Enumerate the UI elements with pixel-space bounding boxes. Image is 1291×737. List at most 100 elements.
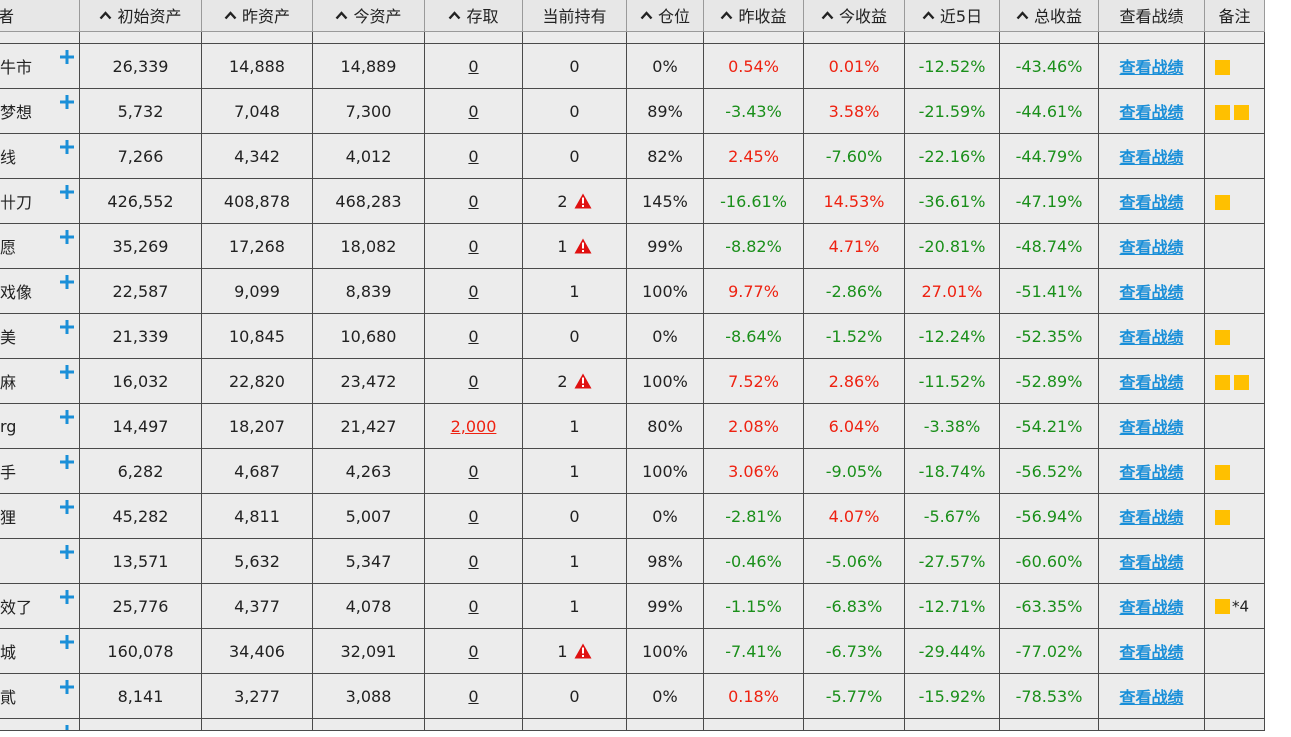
add-plus-icon[interactable] xyxy=(60,590,74,604)
total-ret-cell: -60.60% xyxy=(999,538,1099,584)
deposit-link[interactable]: 0 xyxy=(468,281,479,301)
deposit-link[interactable]: 0 xyxy=(468,146,479,166)
column-header-prev_ret[interactable]: 昨收益 xyxy=(703,0,804,32)
add-plus-icon[interactable] xyxy=(60,365,74,379)
add-plus-icon[interactable] xyxy=(60,635,74,649)
add-plus-icon[interactable] xyxy=(60,320,74,334)
deposit-link[interactable]: 0 xyxy=(468,191,479,211)
prev-ret-cell: -16.61% xyxy=(703,178,804,224)
view-record-link[interactable]: 查看战绩 xyxy=(1119,508,1184,527)
prev-ret-cell: -2.81% xyxy=(703,493,804,539)
view-record-link[interactable]: 查看战绩 xyxy=(1119,643,1184,662)
table-row: 手 6,282 4,687 4,263 0 1 100% 3.06% -9.05% -18.74%… xyxy=(0,448,1265,494)
deposit-link[interactable]: 0 xyxy=(468,686,479,706)
note-cell xyxy=(1204,313,1265,359)
deposit-link[interactable]: 0 xyxy=(468,371,479,391)
view-record-link[interactable]: 查看战绩 xyxy=(1119,238,1184,257)
column-header-total_ret[interactable]: 总收益 xyxy=(999,0,1099,32)
add-plus-icon[interactable] xyxy=(60,410,74,424)
column-header-ret5[interactable]: 近5日 xyxy=(904,0,1000,32)
view-record-link[interactable]: 查看战绩 xyxy=(1119,103,1184,122)
player-name: 戏像 xyxy=(0,283,33,302)
add-plus-icon[interactable] xyxy=(60,50,74,64)
column-header-prev[interactable]: 昨资产 xyxy=(201,0,313,32)
column-header-label: 者 xyxy=(0,3,14,27)
view-record-link[interactable]: 查看战绩 xyxy=(1119,463,1184,482)
note-cell xyxy=(1204,448,1265,494)
column-header-view: 查看战绩 xyxy=(1098,0,1205,32)
add-plus-icon[interactable] xyxy=(60,140,74,154)
view-record-link[interactable]: 查看战绩 xyxy=(1119,418,1184,437)
deposit-link[interactable]: 0 xyxy=(468,506,479,526)
position-cell: 100% xyxy=(626,358,704,404)
view-record-link[interactable]: 查看战绩 xyxy=(1119,688,1184,707)
holding-count: 1 xyxy=(569,461,580,481)
column-header-position[interactable]: 仓位 xyxy=(626,0,704,32)
deposit-cell: 0 xyxy=(424,673,523,719)
today-ret-cell: -2.86% xyxy=(803,268,905,314)
deposit-link[interactable]: 0 xyxy=(468,236,479,256)
add-plus-icon[interactable] xyxy=(60,185,74,199)
table-row: 戏像 22,587 9,099 8,839 0 1 100% 9.77% -2.86% 27.01… xyxy=(0,268,1265,314)
ret5-cell: -12.52% xyxy=(904,43,1000,89)
add-plus-icon[interactable] xyxy=(60,725,74,731)
note-cell xyxy=(1204,673,1265,719)
prev-asset-cell: 4,342 xyxy=(201,133,313,179)
column-header-today_ret[interactable]: 今收益 xyxy=(803,0,905,32)
initial-asset-cell: 5,732 xyxy=(79,88,202,134)
prev-ret-cell: 3.06% xyxy=(703,448,804,494)
deposit-link[interactable]: 0 xyxy=(468,56,479,76)
column-header-holding: 当前持有 xyxy=(522,0,627,32)
holding-count: 0 xyxy=(569,686,580,706)
deposit-link[interactable]: 0 xyxy=(468,596,479,616)
note-cell xyxy=(1204,268,1265,314)
add-plus-icon[interactable] xyxy=(60,95,74,109)
sort-caret-up-icon xyxy=(100,10,112,19)
deposit-link[interactable]: 0 xyxy=(468,101,479,121)
note-cell xyxy=(1204,43,1265,89)
column-header-deposit[interactable]: 存取 xyxy=(424,0,523,32)
table-row: 城 160,078 34,406 32,091 0 1 100% -7.41% -6.73% -2… xyxy=(0,628,1265,674)
view-record-link[interactable]: 查看战绩 xyxy=(1119,283,1184,302)
view-record-cell: 查看战绩 xyxy=(1098,673,1205,719)
view-record-link[interactable]: 查看战绩 xyxy=(1119,193,1184,212)
note-marker-icon xyxy=(1234,374,1249,390)
total-ret-cell: -47.19% xyxy=(999,178,1099,224)
view-record-link[interactable]: 查看战绩 xyxy=(1119,553,1184,572)
column-header-initial[interactable]: 初始资产 xyxy=(79,0,202,32)
add-plus-icon[interactable] xyxy=(60,545,74,559)
player-name-cell: 卄刀 xyxy=(0,178,80,224)
add-plus-icon[interactable] xyxy=(60,230,74,244)
table-row: 13,571 5,632 5,347 0 1 98% -0.46% -5.06% -27.57%… xyxy=(0,538,1265,584)
position-cell: 100% xyxy=(626,448,704,494)
column-header-today[interactable]: 今资产 xyxy=(312,0,425,32)
prev-asset-cell: 9,099 xyxy=(201,268,313,314)
today-ret-cell: -6.73% xyxy=(803,628,905,674)
note-marker-icon xyxy=(1215,509,1230,525)
add-plus-icon[interactable] xyxy=(60,680,74,694)
add-plus-icon[interactable] xyxy=(60,500,74,514)
add-plus-icon[interactable] xyxy=(60,275,74,289)
deposit-link[interactable]: 0 xyxy=(468,461,479,481)
holding-cell: 0 xyxy=(522,673,627,719)
deposit-cell: 0 xyxy=(424,223,523,269)
initial-asset-cell: 8,141 xyxy=(79,673,202,719)
deposit-link[interactable]: 2,000 xyxy=(450,416,497,436)
player-name: 线 xyxy=(0,148,17,167)
total-ret-cell: -44.61% xyxy=(999,88,1099,134)
view-record-link[interactable]: 查看战绩 xyxy=(1119,598,1184,617)
column-header-label: 近5日 xyxy=(939,7,983,26)
position-cell: 98% xyxy=(626,538,704,584)
add-plus-icon[interactable] xyxy=(60,455,74,469)
total-ret-cell: -52.89% xyxy=(999,358,1099,404)
view-record-link[interactable]: 查看战绩 xyxy=(1119,58,1184,77)
view-record-link[interactable]: 查看战绩 xyxy=(1119,328,1184,347)
view-record-link[interactable]: 查看战绩 xyxy=(1119,373,1184,392)
note-cell: *4 xyxy=(1204,583,1265,629)
view-record-link[interactable]: 查看战绩 xyxy=(1119,148,1184,167)
total-ret-cell: -56.94% xyxy=(999,493,1099,539)
deposit-link[interactable]: 0 xyxy=(468,641,479,661)
sort-caret-up-icon xyxy=(640,10,653,19)
deposit-link[interactable]: 0 xyxy=(468,551,479,571)
deposit-link[interactable]: 0 xyxy=(468,326,479,346)
